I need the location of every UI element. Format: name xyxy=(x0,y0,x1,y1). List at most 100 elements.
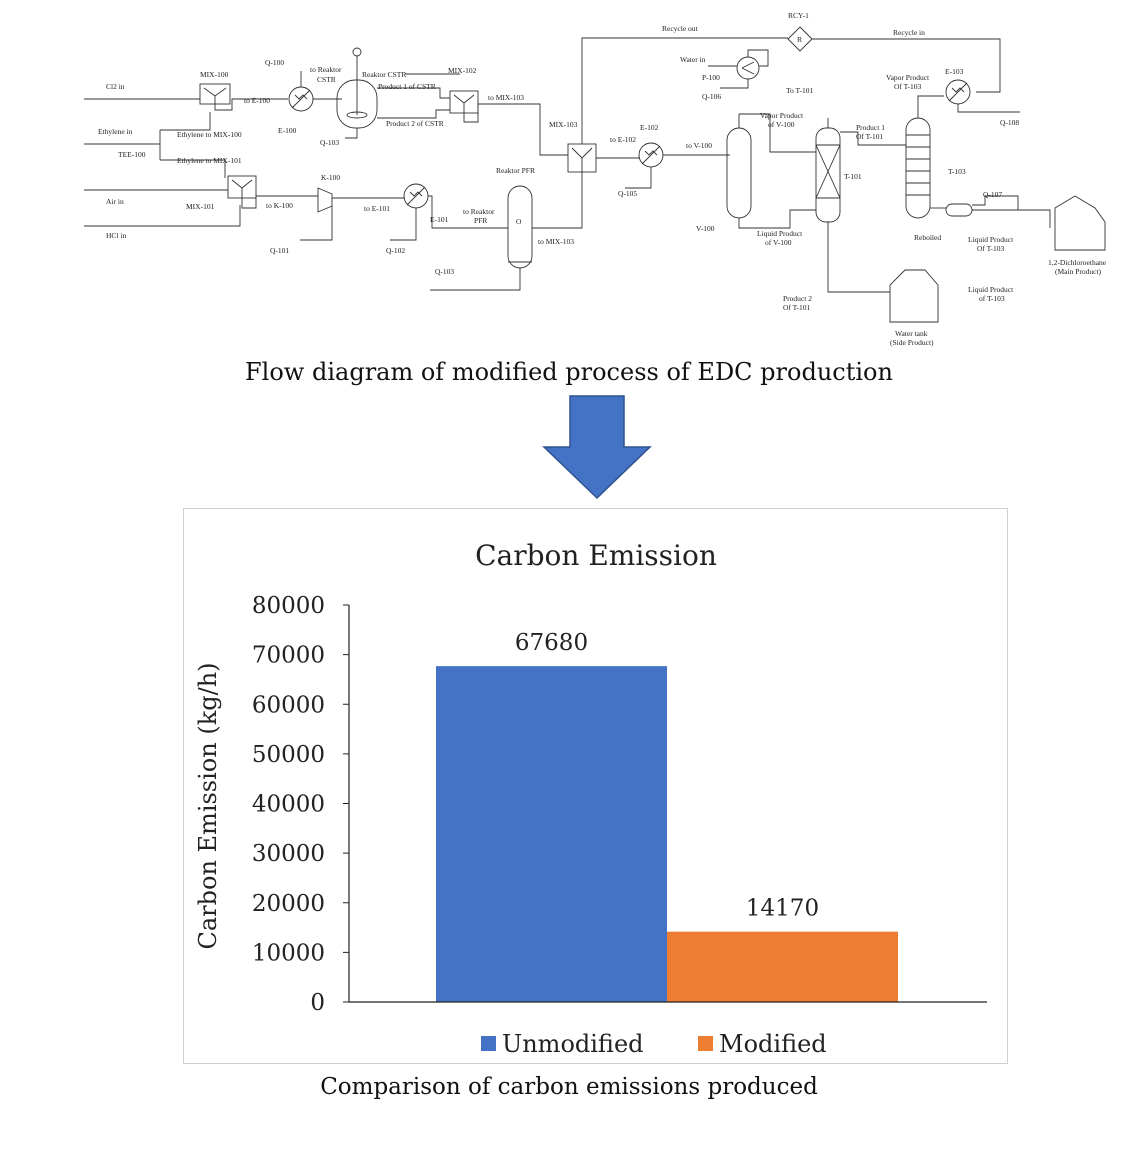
edc-tank xyxy=(1054,195,1106,251)
label-q102: Q-102 xyxy=(386,246,405,255)
chart-bars: 67680 14170 xyxy=(436,630,898,1002)
stream-to-t101 xyxy=(747,49,769,67)
stream-q107 xyxy=(972,195,1019,210)
label-water-in: Water in xyxy=(680,55,706,64)
stream-pfr-to-mix103 xyxy=(532,168,583,229)
bar-unmodified xyxy=(436,666,667,1002)
stream-to-e100 xyxy=(214,98,288,111)
label-t101: T-101 xyxy=(844,172,862,181)
label-e101: E-101 xyxy=(430,215,449,224)
label-e102: E-102 xyxy=(640,123,659,132)
label-rcy1-r: R xyxy=(797,35,802,44)
label-reaktor-pfr: Reaktor PFR xyxy=(496,166,535,175)
y-tick-label: 0 xyxy=(310,990,325,1016)
label-edc-a: 1,2-Dichloroethane xyxy=(1048,258,1107,267)
label-water-tank-b: (Side Product) xyxy=(890,338,934,347)
chart-title: Carbon Emission xyxy=(475,539,717,572)
stream-vapor-t103 xyxy=(917,95,944,118)
y-tick-label: 80000 xyxy=(252,593,325,619)
label-prod1-t101b: Of T-101 xyxy=(856,132,884,141)
carbon-emission-chart: Carbon Emission Carbon Emission (kg/h) 0… xyxy=(183,508,1008,1064)
stream-hcl xyxy=(84,205,241,227)
label-to-e100: to E-100 xyxy=(244,96,270,105)
stream-to-pfr xyxy=(428,195,508,229)
stream-vapor-v100 xyxy=(739,113,816,153)
label-q100: Q-100 xyxy=(265,58,284,67)
t101-packing xyxy=(815,144,841,199)
label-q105: Q-105 xyxy=(618,189,637,198)
label-q101: Q-101 xyxy=(270,246,289,255)
label-mix101: MIX-101 xyxy=(186,202,215,211)
mix103-symbol xyxy=(571,147,593,168)
label-cl2-in: Cl2 in xyxy=(106,82,125,91)
data-label-unmodified: 67680 xyxy=(515,630,588,656)
label-edc-b: (Main Product) xyxy=(1055,267,1102,276)
y-tick-label: 30000 xyxy=(252,841,325,867)
v100-vessel xyxy=(726,127,752,219)
label-t103: T-103 xyxy=(948,167,966,176)
y-tick-label: 60000 xyxy=(252,692,325,718)
label-to-t101: To T-101 xyxy=(786,86,813,95)
stream-to-k100 xyxy=(241,195,318,209)
label-eth-mix101: Ethylene to MIX-101 xyxy=(177,156,242,165)
y-tick-label: 10000 xyxy=(252,940,325,966)
stream-recycle-out xyxy=(581,37,788,144)
stream-to-mix103 xyxy=(463,103,568,156)
label-product1-cstr: Product 1 of CSTR xyxy=(378,82,436,91)
chart-y-axis-label: Carbon Emission (kg/h) xyxy=(194,662,222,949)
legend-swatch-unmodified xyxy=(481,1036,496,1051)
label-q107: Q-107 xyxy=(983,190,1002,199)
stream-q103a xyxy=(345,128,358,139)
stream-product2-t101 xyxy=(827,222,890,293)
label-e100: E-100 xyxy=(278,126,297,135)
y-tick-label: 20000 xyxy=(252,891,325,917)
label-reboiled: Reboiled xyxy=(914,233,941,242)
stream-q106 xyxy=(720,79,749,89)
legend-label-unmodified: Unmodified xyxy=(502,1030,644,1058)
stream-liquid-t103 xyxy=(972,209,1051,228)
label-p100: P-100 xyxy=(702,73,720,82)
label-q103b: Q-103 xyxy=(435,267,454,276)
label-to-reaktor-pfr-2: PFR xyxy=(474,216,487,225)
label-air-in: Air in xyxy=(106,197,124,206)
mix100-symbol xyxy=(203,87,227,104)
process-flow-diagram: Cl2 in Ethylene in TEE-100 Air in HCl in… xyxy=(84,11,1107,347)
label-to-reaktor-pfr: to Reaktor xyxy=(463,207,495,216)
stream-eth-mix100 xyxy=(160,112,211,131)
t101-column xyxy=(815,127,841,223)
label-to-e102: to E-102 xyxy=(610,135,636,144)
chart-y-ticks: 0 10000 20000 30000 40000 50000 60000 70000 8000… xyxy=(252,593,349,1016)
stream-q102 xyxy=(390,208,417,241)
bar-modified xyxy=(667,931,898,1002)
y-tick-label: 40000 xyxy=(252,792,325,818)
stream-q108 xyxy=(957,104,1020,113)
label-vapor-t103a: Vapor Product xyxy=(886,73,930,82)
data-label-modified: 14170 xyxy=(746,896,819,922)
rcy1-block xyxy=(787,26,813,52)
label-v100: V-100 xyxy=(696,224,715,233)
label-liq2-t103a: Liquid Product xyxy=(968,285,1014,294)
label-k100: K-100 xyxy=(321,173,340,182)
label-liq2-t103b: of T-103 xyxy=(979,294,1005,303)
y-tick-label: 70000 xyxy=(252,643,325,669)
label-mix103: MIX-103 xyxy=(549,120,578,129)
label-vapor-v100a: Vapor Product xyxy=(760,111,804,120)
y-tick-label: 50000 xyxy=(252,742,325,768)
label-product2-cstr: Product 2 of CSTR xyxy=(386,119,444,128)
label-to-reaktor-cstr: to Reaktor xyxy=(310,65,342,74)
p100-pump xyxy=(736,56,760,80)
label-liq-v100a: Liquid Product xyxy=(757,229,803,238)
label-to-mix103b: to MIX-103 xyxy=(538,237,574,246)
label-reaktor-cstr: Reaktor CSTR xyxy=(362,70,406,79)
label-e103: E-103 xyxy=(945,67,964,76)
stream-recycle-in xyxy=(812,38,1001,93)
label-liq-v100b: of V-100 xyxy=(765,238,792,247)
stream-liquid-v100 xyxy=(738,209,816,229)
stream-product1-cstr xyxy=(377,87,450,99)
label-prod2-t101a: Product 2 xyxy=(783,294,812,303)
legend-swatch-modified xyxy=(698,1036,713,1051)
stream-product2-cstr xyxy=(377,109,450,119)
legend-label-modified: Modified xyxy=(719,1030,827,1058)
label-eth-mix100: Ethylene to MIX-100 xyxy=(177,130,242,139)
label-water-tank-a: Water tank xyxy=(895,329,928,338)
